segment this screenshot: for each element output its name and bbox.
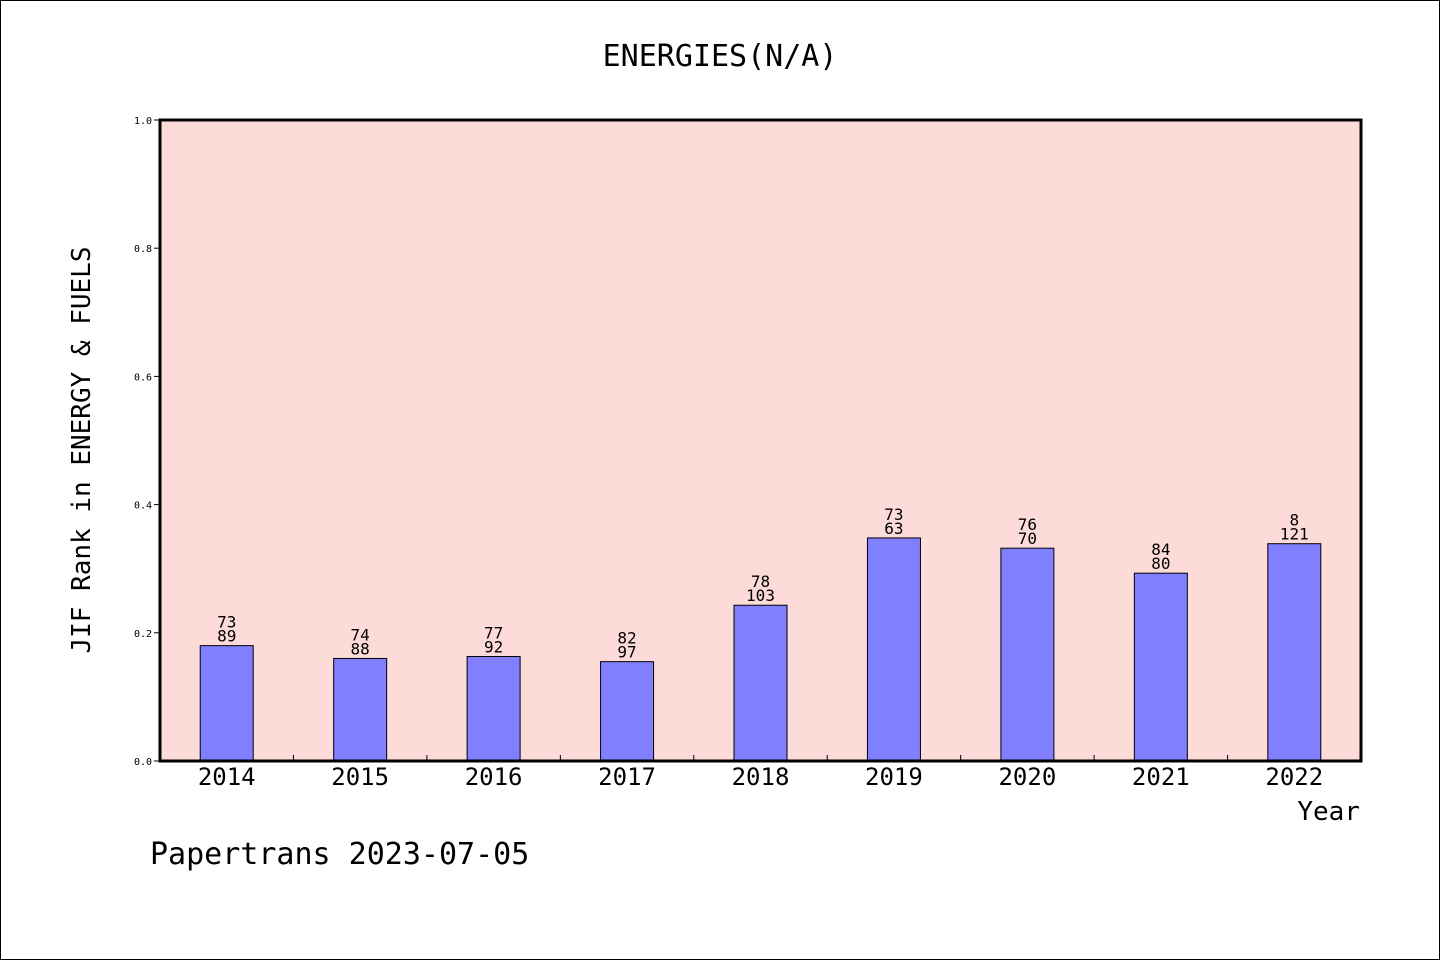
bar-label-top: 77 [484, 624, 503, 643]
x-tick-label: 2017 [598, 763, 656, 791]
bar [333, 657, 388, 762]
footer-credit: Papertrans 2023-07-05 [150, 837, 529, 872]
bar [1267, 543, 1322, 762]
y-tick-label: 0.0 [134, 757, 152, 768]
y-tick-label: 0.8 [134, 244, 152, 255]
x-tick-label: 2014 [198, 763, 256, 791]
x-tick-label: 2015 [331, 763, 389, 791]
x-axis-label: Year [1297, 797, 1360, 827]
y-tick-label: 0.6 [134, 372, 152, 383]
x-tick-label: 2022 [1265, 763, 1323, 791]
bar [1000, 547, 1055, 762]
bar-label-bottom: 80 [1151, 554, 1170, 573]
chart-title: ENERGIES(N/A) [603, 39, 838, 74]
bar-label-bottom: 70 [1018, 529, 1037, 548]
y-tick-label: 0.4 [134, 501, 152, 512]
bar-label-top: 73 [217, 613, 236, 632]
y-tick-label: 0.2 [134, 629, 152, 640]
bar-label-bottom: 97 [617, 643, 636, 662]
bar-series [199, 537, 1322, 762]
bar-label-top: 74 [351, 625, 370, 644]
bar-label-bottom: 121 [1280, 525, 1309, 544]
x-tick-label: 2021 [1132, 763, 1190, 791]
x-tick-label: 2020 [998, 763, 1056, 791]
bar [733, 604, 788, 762]
x-tick-label: 2019 [865, 763, 923, 791]
y-axis: 0.0 0.2 0.4 0.6 0.8 1.0 [134, 116, 160, 768]
plot-border [158, 118, 1363, 763]
bar-label-bottom: 89 [217, 627, 236, 646]
bar-label-top: 84 [1151, 540, 1170, 559]
bar [199, 645, 254, 762]
bar-label-top: 78 [751, 572, 770, 591]
bar [1133, 572, 1188, 762]
x-tick-label: 2018 [732, 763, 790, 791]
bar-label-bottom: 92 [484, 638, 503, 657]
bar [600, 661, 655, 762]
bar-label-bottom: 63 [884, 519, 903, 538]
y-axis-label: JIF Rank in ENERGY & FUELS [67, 247, 97, 654]
bar-label-top: 8 [1289, 511, 1299, 530]
bar [866, 537, 921, 762]
bar-label-top: 73 [884, 505, 903, 524]
x-tick-label: 2016 [465, 763, 523, 791]
x-axis: 2014 2015 2016 2017 2018 2019 2020 2021 2022 [198, 755, 1323, 791]
bar-label-top: 82 [617, 629, 636, 648]
bar-label-bottom: 103 [746, 586, 775, 605]
bar-label-bottom: 88 [351, 639, 370, 658]
y-tick-label: 1.0 [134, 116, 152, 127]
bar [466, 656, 521, 762]
bar-label-top: 76 [1018, 515, 1037, 534]
